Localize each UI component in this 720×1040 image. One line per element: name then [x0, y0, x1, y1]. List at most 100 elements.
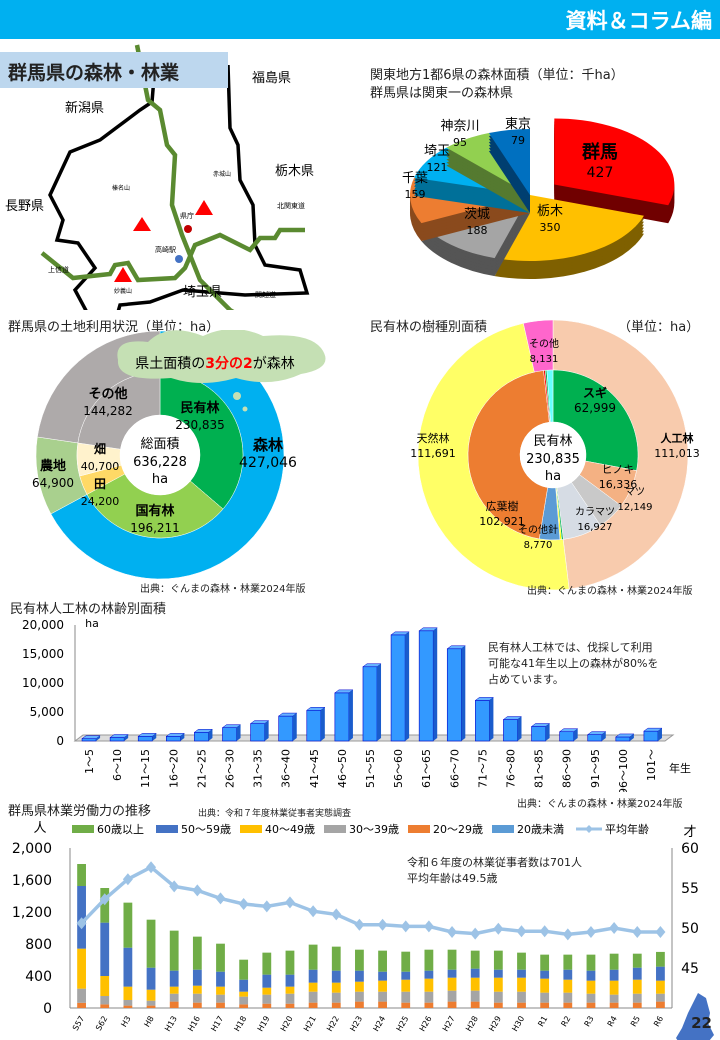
stacked-bar-segment — [609, 980, 619, 995]
label-farm: 農地 — [40, 458, 66, 474]
stacked-bar-segment — [169, 986, 179, 994]
stacked-bar-segment — [262, 1003, 272, 1008]
pie-value: 121 — [427, 161, 448, 174]
age-bar — [334, 692, 350, 742]
label-other: その他 — [88, 386, 127, 402]
age-bar — [362, 666, 378, 742]
average-age-marker — [99, 893, 110, 906]
map-label: 新潟県 — [65, 100, 104, 116]
legend-swatch — [492, 825, 514, 833]
stacked-bar-segment — [424, 970, 434, 979]
stacked-bar-segment — [146, 1005, 156, 1008]
legend-label: 20～29歳 — [433, 823, 483, 836]
stacked-bar-segment — [123, 1000, 133, 1006]
stacked-bar-segment — [355, 981, 364, 992]
x-tick-label: 91～95 — [589, 749, 602, 788]
stacked-bar-segment — [447, 977, 457, 991]
age-bar-side — [292, 713, 297, 741]
stacked-bar-segment — [470, 990, 480, 1002]
age-bar — [81, 738, 97, 742]
joshin-hokkan-road — [40, 227, 305, 283]
age-bar-top — [81, 735, 101, 739]
value-planted: 111,013 — [654, 447, 700, 460]
legend-swatch — [408, 825, 430, 833]
stacked-bar-segment — [239, 1004, 249, 1008]
x-tick-label: 81～85 — [533, 749, 546, 788]
label-natural: 天然林 — [417, 431, 450, 445]
gunma-map: 福島県 新潟県 栃木県 長野県 埼玉県 赤城山 榛名山 妙義山 県庁 高崎駅 北… — [5, 44, 314, 310]
stacked-bar-segment — [192, 936, 202, 970]
y-tick-label: 400 — [25, 969, 52, 985]
age-bar-side — [433, 627, 438, 741]
value-sugi: 62,999 — [574, 401, 616, 415]
x-tick-label: R5 — [629, 1015, 642, 1029]
age-bar-top — [193, 729, 214, 733]
stacked-bar-segment — [424, 949, 434, 971]
stacked-bar-segment — [355, 970, 364, 982]
average-age-marker — [122, 873, 133, 886]
x-tick-label: 16～20 — [167, 749, 180, 788]
stacked-bar-segment — [331, 1002, 341, 1008]
age-bar — [446, 648, 462, 742]
stacked-bar-segment — [517, 1002, 526, 1008]
x-tick-label: S62 — [94, 1015, 109, 1033]
x-tick-label: R2 — [559, 1015, 572, 1029]
stacked-bar-segment — [77, 1002, 86, 1008]
average-age-marker — [447, 926, 458, 938]
stacked-bar-segment — [77, 948, 86, 989]
legend-label: 40～49歳 — [265, 823, 315, 836]
y-unit-label: 人 — [33, 821, 46, 836]
stacked-bar-segment — [424, 1002, 434, 1008]
species-title: 民有林の樹種別面積 — [370, 320, 488, 335]
y-tick-label: 0 — [43, 1001, 52, 1017]
age-bar — [250, 723, 265, 742]
legend-swatch — [240, 825, 262, 833]
stacked-bar-segment — [424, 978, 434, 992]
y2-tick-label: 60 — [681, 841, 699, 857]
map-label: 県庁 — [180, 211, 194, 220]
x-tick-label: R4 — [606, 1015, 619, 1029]
age-bar — [278, 715, 294, 742]
age-bar-side — [96, 735, 101, 741]
age-bar-side — [489, 697, 494, 741]
average-age-marker — [377, 918, 388, 931]
x-tick-label: 31～35 — [252, 749, 265, 788]
pie-value: 427 — [587, 165, 614, 181]
stacked-bar-segment — [239, 991, 249, 997]
cloud-dot — [233, 392, 241, 400]
stacked-bar-segment — [308, 944, 318, 970]
donut-hole — [520, 422, 586, 488]
age-bar — [418, 630, 434, 742]
stacked-bar-segment — [285, 986, 295, 994]
x-tick-label: 1～5 — [83, 749, 96, 774]
donut-hole — [120, 415, 200, 495]
stacked-bar-segment — [77, 988, 86, 1003]
average-age-marker — [423, 920, 434, 933]
center-label: 民有林 — [533, 434, 572, 449]
stacked-bar-segment — [308, 991, 318, 1003]
labor-note: 令和６年度の林業従事者数は701人 平均年齢は49.5歳 — [407, 856, 582, 885]
stacked-bar-segment — [586, 980, 596, 994]
stacked-bar-segment — [239, 959, 249, 980]
stacked-bar-segment — [123, 1005, 133, 1008]
value-hinoki: 16,336 — [599, 478, 638, 491]
map-label: 長野県 — [5, 199, 44, 214]
stacked-bar-segment — [470, 950, 480, 969]
age-bar-side — [236, 724, 241, 741]
value-field: 40,700 — [81, 460, 120, 473]
stacked-bar-segment — [632, 967, 642, 980]
age-bar-side — [461, 645, 466, 741]
x-tick-label: H30 — [510, 1015, 526, 1034]
average-age-marker — [215, 892, 226, 905]
stacked-bar-segment — [540, 1002, 550, 1008]
center-value: 636,228 — [133, 455, 187, 470]
age-bar-top — [418, 627, 438, 632]
stacked-bar-segment — [609, 953, 619, 970]
stacked-bar-segment — [632, 953, 642, 968]
x-tick-label: R1 — [536, 1015, 549, 1029]
age-bar-top — [137, 733, 158, 737]
source: 出典：ぐんまの森林・林業2024年版 — [517, 799, 683, 810]
x-tick-label: H25 — [395, 1015, 411, 1034]
x-unit-label: 年生 — [669, 761, 691, 775]
